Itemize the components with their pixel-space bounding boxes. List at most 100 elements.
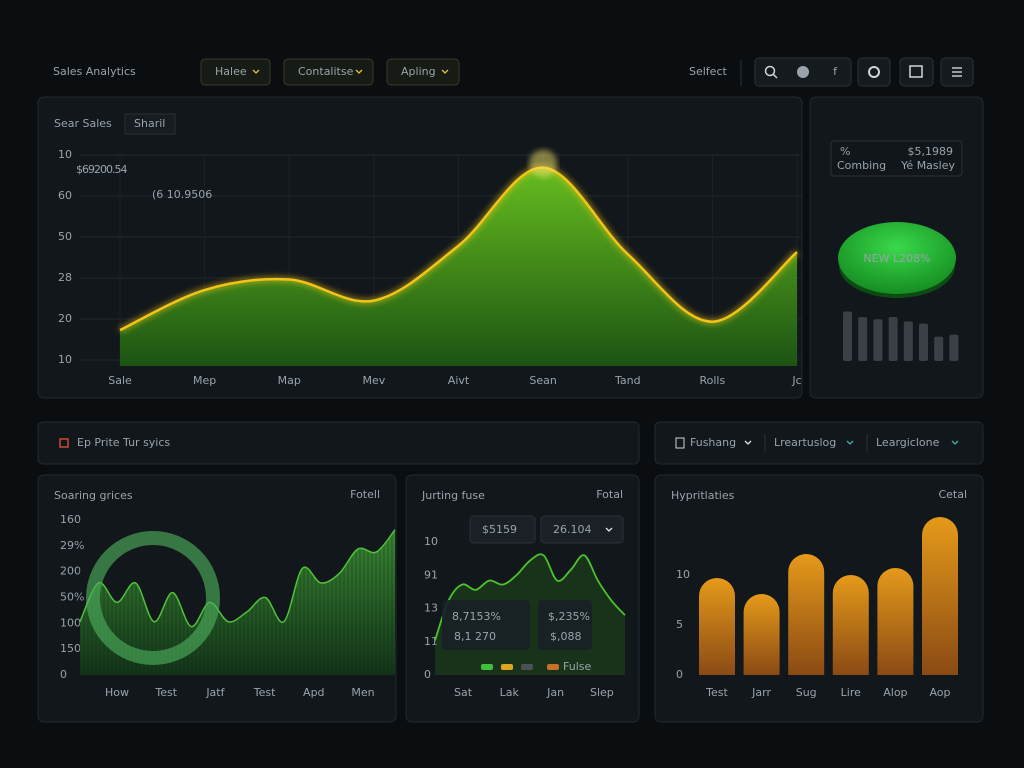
y-tick-label: 60 <box>58 189 72 202</box>
y-tick-label: 13 <box>424 602 438 615</box>
stat-box <box>538 600 592 650</box>
card-sub: Yé Masley <box>900 159 955 172</box>
select-label[interactable]: Selfect <box>689 65 727 78</box>
x-tick-label: Alop <box>883 686 907 699</box>
chevron-icon <box>846 440 854 445</box>
bar <box>699 578 735 675</box>
line <box>79 529 396 628</box>
x-tick-label: Rolls <box>700 374 726 387</box>
x-tick-label: Sug <box>796 686 817 699</box>
x-tick-label: Aivt <box>448 374 470 387</box>
tab[interactable]: Sear Sales <box>54 117 112 130</box>
filter-item[interactable]: Fushang <box>690 436 736 449</box>
bar <box>922 517 958 675</box>
chevron-icon <box>441 69 449 74</box>
x-tick-label: Slep <box>590 686 614 699</box>
stat-value: 8,7153% <box>452 610 501 623</box>
dropdown[interactable] <box>283 58 374 86</box>
y-tick-label: 20 <box>58 312 72 325</box>
tab[interactable]: Sharil <box>134 117 165 130</box>
settings-icon <box>868 66 880 78</box>
dropdown-label[interactable]: Halee <box>215 65 247 78</box>
record-icon <box>797 66 809 78</box>
filter-bar <box>37 421 640 465</box>
icon-button[interactable] <box>899 57 934 87</box>
x-tick-label: Mev <box>362 374 385 387</box>
chevron-icon <box>744 440 752 445</box>
x-tick-label: Map <box>278 374 301 387</box>
y-tick-label: 28 <box>58 271 72 284</box>
search-icon <box>772 73 778 79</box>
y-tick-label: 100 <box>60 616 81 629</box>
y-tick-label: 10 <box>58 353 72 366</box>
x-tick-label: Mep <box>193 374 216 387</box>
tab-box[interactable] <box>124 113 176 135</box>
filter-item[interactable]: Leargiclone <box>876 436 940 449</box>
legend-swatch <box>501 664 513 670</box>
dropdown[interactable] <box>200 58 271 86</box>
panel-link[interactable]: Fotal <box>596 488 623 501</box>
y-tick-label: 160 <box>60 513 81 526</box>
calendar-icon <box>909 65 923 78</box>
filter-bar <box>654 421 984 465</box>
legend-swatch <box>481 664 493 670</box>
bar <box>888 317 898 361</box>
bar <box>873 319 883 361</box>
dropdown-label[interactable]: Apling <box>401 65 436 78</box>
x-tick-label: Aop <box>929 686 950 699</box>
x-tick-label: Sat <box>454 686 473 699</box>
x-tick-label: Test <box>253 686 276 699</box>
area <box>120 167 797 366</box>
x-tick-label: Lak <box>500 686 520 699</box>
stat-card <box>830 140 963 177</box>
x-tick-label: Jс <box>791 374 801 387</box>
bar <box>743 594 780 675</box>
bar <box>903 321 913 361</box>
y-tick-label: 0 <box>676 668 683 681</box>
badge-label[interactable]: NEW L208% <box>863 252 930 265</box>
bar <box>877 568 914 675</box>
y-tick-label: 10 <box>58 148 72 161</box>
chip[interactable] <box>469 515 536 544</box>
sub-value: (6 10.9506 <box>152 188 212 201</box>
bar <box>934 336 944 361</box>
x-tick-label: Apd <box>303 686 325 699</box>
bar <box>788 554 825 675</box>
y-tick-label: 11 <box>424 635 438 648</box>
stat-value: $,088 <box>550 630 582 643</box>
stat-value: 8,1 270 <box>454 630 496 643</box>
peak-glow <box>529 149 558 178</box>
filter-icon <box>59 438 69 448</box>
chevron-icon <box>252 69 260 74</box>
chip-label[interactable]: 26.104 <box>553 523 592 536</box>
y-tick-label: 10 <box>424 535 438 548</box>
filter-label: Ep Prite Tur syics <box>77 436 170 449</box>
y-tick-label: 29% <box>60 539 84 552</box>
chevron-icon <box>605 527 613 532</box>
icon-button[interactable] <box>857 57 891 87</box>
filter-item[interactable]: Lreartuslog <box>774 436 836 449</box>
x-tick-label: Men <box>351 686 374 699</box>
line <box>119 166 798 332</box>
icon-text[interactable]: f <box>833 65 838 78</box>
app-title: Sales Analytics <box>53 65 136 78</box>
x-tick-label: Tand <box>614 374 641 387</box>
x-tick-label: Test <box>705 686 728 699</box>
chevron-icon <box>355 69 363 74</box>
chevron-icon <box>951 440 959 445</box>
dropdown[interactable] <box>386 58 460 86</box>
legend-swatch <box>547 664 559 670</box>
legend-label: Fulse <box>563 660 591 673</box>
filter-icon <box>675 437 685 449</box>
panel-title: Hypritlaties <box>671 489 735 502</box>
panel-title: Jurting fuse <box>421 489 485 502</box>
panel-link[interactable]: Cetal <box>938 488 967 501</box>
badge[interactable] <box>838 222 956 294</box>
x-tick-label: Lire <box>841 686 861 699</box>
dropdown-label[interactable]: Contalitse <box>298 65 354 78</box>
panel-link[interactable]: Fotell <box>350 488 380 501</box>
bar <box>843 311 852 361</box>
chip[interactable] <box>540 515 624 544</box>
chip-label[interactable]: $5159 <box>482 523 517 536</box>
area <box>80 529 395 675</box>
